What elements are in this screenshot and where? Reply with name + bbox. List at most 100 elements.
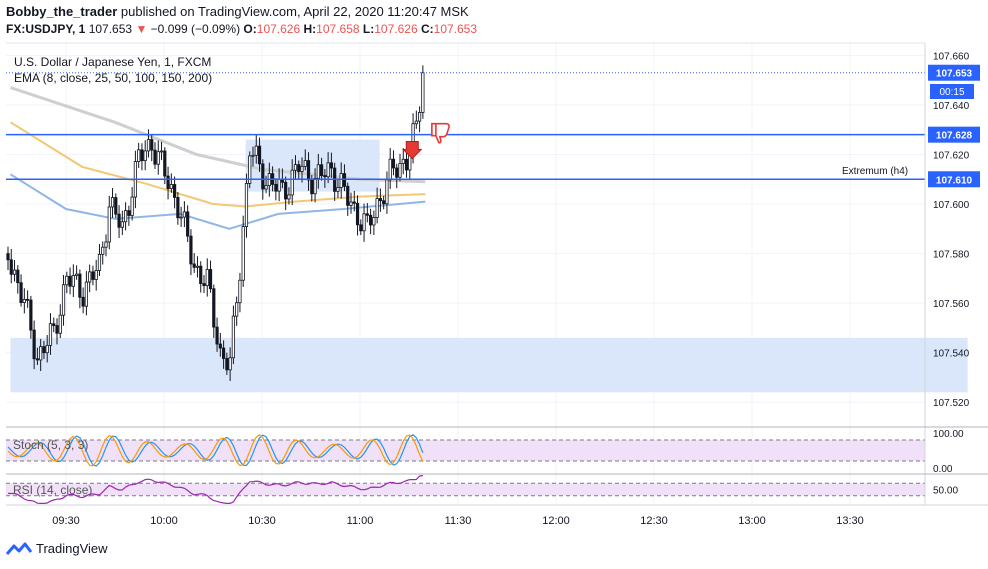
candle-body <box>94 270 98 280</box>
candle-body <box>45 344 49 354</box>
candle-body <box>101 246 105 255</box>
candle-body <box>81 296 85 307</box>
x-tick-label: 12:00 <box>542 515 570 527</box>
grid <box>6 43 925 505</box>
candle-body <box>199 265 203 284</box>
stoch-line <box>7 434 424 467</box>
candle-body <box>189 235 193 265</box>
candle-body <box>228 357 232 371</box>
candle-body <box>225 358 229 371</box>
candle-body <box>316 164 320 179</box>
x-tick-label: 09:30 <box>52 515 80 527</box>
candle-body <box>186 211 190 237</box>
tradingview-brand[interactable]: TradingView <box>6 541 108 556</box>
candle-body <box>124 210 128 223</box>
candle-body <box>290 169 294 196</box>
rsi-line <box>7 475 423 504</box>
candle-body <box>355 202 360 226</box>
candle-body <box>241 226 245 281</box>
candle-body <box>88 271 92 283</box>
candle-body <box>140 149 144 162</box>
candle-body <box>244 183 249 228</box>
candle-body <box>110 197 115 208</box>
y-tick-label: 107.520 <box>933 398 970 409</box>
price-label-bg <box>928 126 980 143</box>
close-label: C: <box>420 22 434 36</box>
candle-body <box>130 196 134 216</box>
extremum-label: Extremum (h4) <box>842 166 908 177</box>
candle-body <box>208 269 213 290</box>
stoch-band <box>6 440 925 461</box>
x-tick-label: 13:30 <box>836 515 864 527</box>
candle-body <box>251 154 255 157</box>
symbol-name: FX:USDJPY, 1 <box>6 22 86 36</box>
candle-body <box>375 198 379 218</box>
candle-body <box>385 179 389 205</box>
candle-body <box>398 163 402 178</box>
tradingview-logo-icon <box>6 542 32 555</box>
candle-body <box>78 273 82 298</box>
x-tick-label: 11:30 <box>445 515 472 527</box>
candle-body <box>303 160 307 167</box>
published-text: published on TradingView.com, April 22, … <box>120 4 469 19</box>
candle-body <box>235 302 239 317</box>
candle-body <box>117 213 121 228</box>
candle-body <box>365 213 369 216</box>
last-price: 107.653 <box>88 22 133 36</box>
candle-body <box>163 150 167 177</box>
marks <box>402 122 450 160</box>
stoch-pane: 100.00 0.00 <box>6 429 964 475</box>
candle-body <box>153 149 157 165</box>
candle-body <box>391 158 396 169</box>
y-tick-label: 107.600 <box>933 200 970 211</box>
y-tick-label: 107.540 <box>933 349 970 360</box>
candle-body <box>336 187 340 192</box>
candle-body <box>401 158 405 164</box>
candle-body <box>300 165 304 172</box>
close-value: 107.653 <box>433 22 478 36</box>
candle-body <box>313 177 317 195</box>
candle-body <box>254 145 258 156</box>
candle-body <box>9 259 13 275</box>
candle-body <box>58 314 62 334</box>
price-label-bg <box>928 171 980 188</box>
candle-body <box>42 346 46 354</box>
candle-body <box>257 145 262 165</box>
candle-body <box>146 139 151 152</box>
low-label: L: <box>362 22 375 36</box>
candle-body <box>248 155 252 184</box>
countdown-badge <box>930 84 974 99</box>
axes: 107.660 107.640 107.620 107.600 107.580 107.5… <box>6 42 988 527</box>
candle-body <box>6 253 10 261</box>
y-tick-label: 107.620 <box>933 150 970 161</box>
candle-body <box>61 284 66 316</box>
candle-body <box>261 163 265 190</box>
rsi-legend: RSI (14, close) <box>13 483 92 497</box>
price-label-text: 107.610 <box>936 175 973 186</box>
low-value: 107.626 <box>374 22 418 36</box>
candle-body <box>202 283 206 287</box>
candle-body <box>91 271 95 280</box>
candle-body <box>372 217 376 226</box>
candle-body <box>382 200 386 205</box>
candle-body <box>277 178 281 192</box>
candle-body <box>166 175 170 190</box>
stoch-line <box>7 434 424 467</box>
candle-body <box>12 269 17 275</box>
rsi-pane: 50.00 <box>6 475 958 504</box>
candle-body <box>404 158 409 171</box>
y-tick-label: 107.560 <box>933 299 970 310</box>
symbol-summary: FX:USDJPY, 1 107.653 ▼ −0.099 (−0.09%) O… <box>6 22 477 36</box>
candle-body <box>48 323 53 346</box>
candle-body <box>231 315 235 359</box>
author-name[interactable]: Bobby_the_trader <box>6 4 118 19</box>
x-tick-label: 10:00 <box>150 515 178 527</box>
candle-body <box>75 273 79 276</box>
candle-body <box>352 201 356 204</box>
candle-body <box>159 150 164 153</box>
stoch-legend: Stoch (5, 3, 3) <box>13 438 88 452</box>
y-tick-label: 107.580 <box>933 250 970 261</box>
high-value: 107.658 <box>316 22 360 36</box>
candle-body <box>104 241 108 248</box>
